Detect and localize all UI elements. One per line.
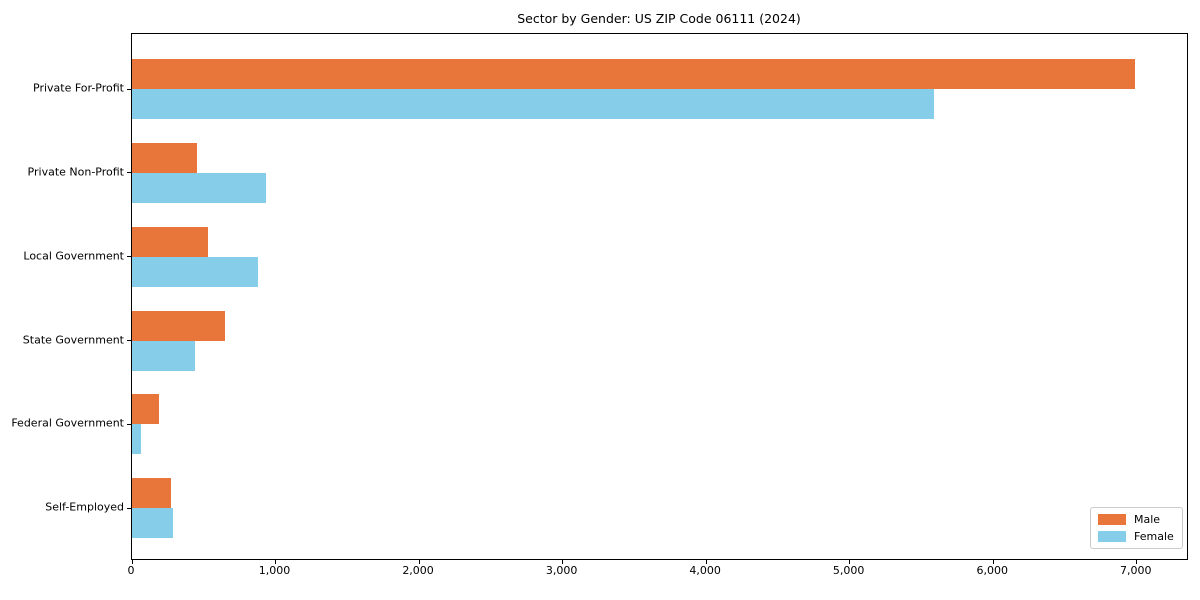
x-tick-label-7000: 7,000 <box>1120 564 1152 577</box>
category-label-private-non-profit: Private Non-Profit <box>27 165 124 179</box>
x-tick-mark-5000 <box>849 560 851 564</box>
bar-female-federal-government <box>132 424 141 455</box>
plot-area <box>127 33 1188 564</box>
x-tick-label-4000: 4,000 <box>689 564 721 577</box>
legend: Male Female <box>1090 507 1183 549</box>
x-tick-mark-7000 <box>1136 560 1138 564</box>
x-tick-label-6000: 6,000 <box>976 564 1008 577</box>
bar-female-state-government <box>132 340 196 371</box>
x-tick-mark-6000 <box>992 560 994 564</box>
bar-female-self-employed <box>132 508 173 539</box>
bar-male-self-employed <box>132 478 171 509</box>
x-tick-mark-4000 <box>705 560 707 564</box>
legend-swatch-male <box>1098 514 1126 525</box>
category-label-local-government: Local Government <box>23 249 124 263</box>
y-tick-mark-federal-government <box>127 423 131 425</box>
y-tick-mark-state-government <box>127 340 131 342</box>
category-label-federal-government: Federal Government <box>11 416 124 430</box>
legend-item-male: Male <box>1098 513 1174 526</box>
legend-label-female: Female <box>1134 530 1174 543</box>
category-label-private-for-profit: Private For-Profit <box>33 81 124 95</box>
category-label-state-government: State Government <box>22 333 124 347</box>
category-label-self-employed: Self-Employed <box>45 500 124 514</box>
legend-label-male: Male <box>1134 513 1161 526</box>
legend-swatch-female <box>1098 531 1126 542</box>
bar-male-local-government <box>132 226 209 257</box>
x-tick-label-0: 0 <box>127 564 135 577</box>
x-tick-mark-2000 <box>418 560 420 564</box>
x-tick-label-3000: 3,000 <box>545 564 578 577</box>
bar-female-local-government <box>132 256 258 287</box>
bar-male-state-government <box>132 310 226 341</box>
y-tick-mark-private-non-profit <box>127 172 131 174</box>
x-tick-mark-1000 <box>275 560 277 564</box>
x-tick-mark-0 <box>131 560 133 564</box>
bar-female-private-non-profit <box>132 172 267 203</box>
bar-male-private-for-profit <box>132 59 1136 89</box>
bar-male-federal-government <box>132 394 160 425</box>
y-tick-mark-private-for-profit <box>127 88 131 90</box>
y-tick-mark-local-government <box>127 256 131 258</box>
x-tick-label-2000: 2,000 <box>402 564 434 577</box>
legend-item-female: Female <box>1098 530 1174 543</box>
x-tick-label-5000: 5,000 <box>832 564 865 577</box>
bar-male-private-non-profit <box>132 142 197 173</box>
x-tick-mark-3000 <box>562 560 564 564</box>
chart-title: Sector by Gender: US ZIP Code 06111 (202… <box>517 11 801 26</box>
x-tick-label-1000: 1,000 <box>258 564 291 577</box>
y-tick-mark-self-employed <box>127 507 131 509</box>
bar-female-private-for-profit <box>132 89 935 119</box>
